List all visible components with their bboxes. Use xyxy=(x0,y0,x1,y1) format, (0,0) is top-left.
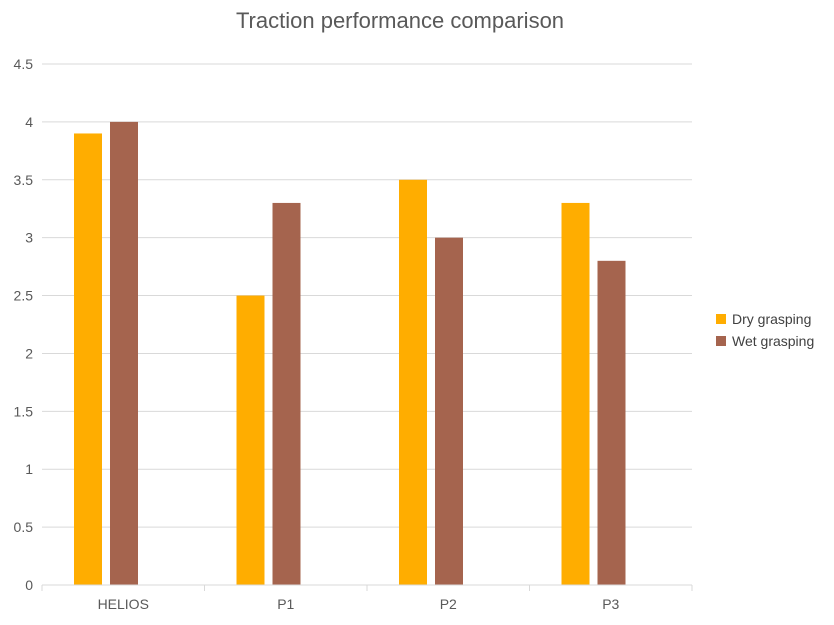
x-tick-label: HELIOS xyxy=(98,596,149,612)
bar-dry-p1 xyxy=(236,295,265,585)
bar-dry-p2 xyxy=(399,179,427,585)
x-tick-label: P2 xyxy=(440,596,457,612)
y-tick-label: 1.5 xyxy=(14,403,34,419)
legend-label-wet: Wet grasping xyxy=(732,333,815,349)
x-tick-label: P3 xyxy=(602,596,619,612)
y-tick-label: 0.5 xyxy=(14,519,34,535)
bar-wet-p1 xyxy=(272,202,301,585)
bar-wet-p2 xyxy=(435,237,463,585)
bar-dry-p3 xyxy=(561,202,590,585)
x-tick-label: P1 xyxy=(277,596,294,612)
y-tick-label: 3.5 xyxy=(14,172,34,188)
y-tick-label: 4 xyxy=(25,114,33,130)
gridlines xyxy=(42,63,692,528)
y-tick-label: 3 xyxy=(25,230,33,246)
legend-swatch-wet xyxy=(716,336,726,346)
bars xyxy=(74,121,626,585)
bar-dry-helios xyxy=(74,133,102,585)
legend: Dry grasping Wet grasping xyxy=(716,308,814,352)
axes: 0 0.5 1 1.5 2 2.5 3 3.5 4 4.5 HELIOS P1 P2 P3 xyxy=(14,56,693,612)
legend-item-wet: Wet grasping xyxy=(716,330,814,352)
bar-wet-helios xyxy=(110,121,138,585)
legend-item-dry: Dry grasping xyxy=(716,308,814,330)
y-tick-label: 0 xyxy=(25,577,33,593)
y-tick-label: 2 xyxy=(25,345,33,361)
legend-swatch-dry xyxy=(716,314,726,324)
chart-title: Traction performance comparison xyxy=(235,8,565,33)
y-tick-label: 1 xyxy=(25,461,33,477)
y-tick-label: 2.5 xyxy=(14,288,34,304)
y-tick-label: 4.5 xyxy=(14,56,34,72)
legend-label-dry: Dry grasping xyxy=(732,311,812,327)
bar-wet-p3 xyxy=(597,260,626,585)
